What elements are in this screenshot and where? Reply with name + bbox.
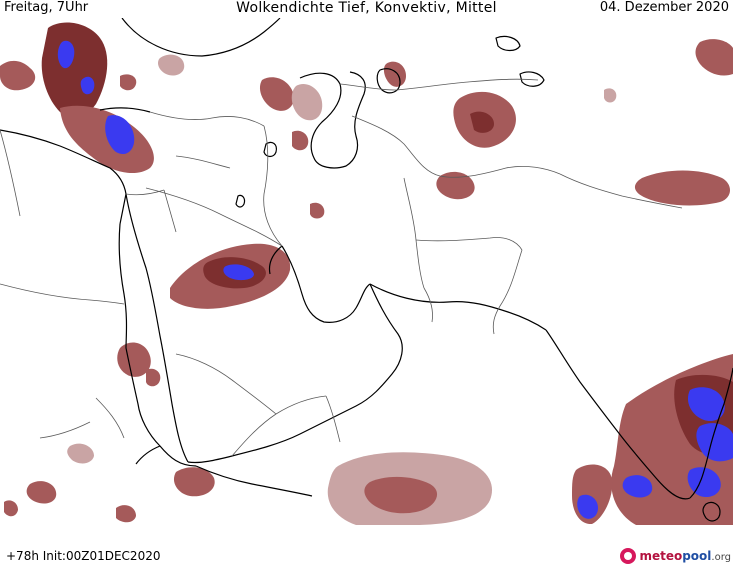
forecast-date: 04. Dezember 2020 xyxy=(599,0,729,15)
coastlines xyxy=(0,18,733,522)
logo-part-org: .org xyxy=(711,552,731,563)
cloud-density-map xyxy=(0,18,733,525)
cloud-area-arabia xyxy=(117,202,325,387)
cloud-area-central-asia xyxy=(436,39,733,206)
forecast-run-info: +78h Init:00Z01DEC2020 xyxy=(6,549,161,563)
cloud-fields xyxy=(0,22,733,525)
cloud-area-arabian-sea xyxy=(327,452,493,525)
meteopool-logo: meteopool.org xyxy=(620,545,731,567)
map-title: Wolkendichte Tief, Konvektiv, Mittel xyxy=(236,0,497,16)
cloud-area-south-india xyxy=(572,354,733,525)
cloud-area-horn-of-africa xyxy=(4,443,215,523)
meteopool-logo-icon xyxy=(620,548,637,564)
forecast-day-label: Freitag, 7Uhr xyxy=(4,0,89,15)
logo-part-pool: pool xyxy=(682,549,712,563)
country-borders xyxy=(0,78,683,457)
cloud-area-caspian xyxy=(259,61,406,151)
logo-part-meteo: meteo xyxy=(639,549,683,563)
meteopool-logo-text: meteopool.org xyxy=(639,549,731,563)
cloud-area-levant xyxy=(0,22,185,174)
